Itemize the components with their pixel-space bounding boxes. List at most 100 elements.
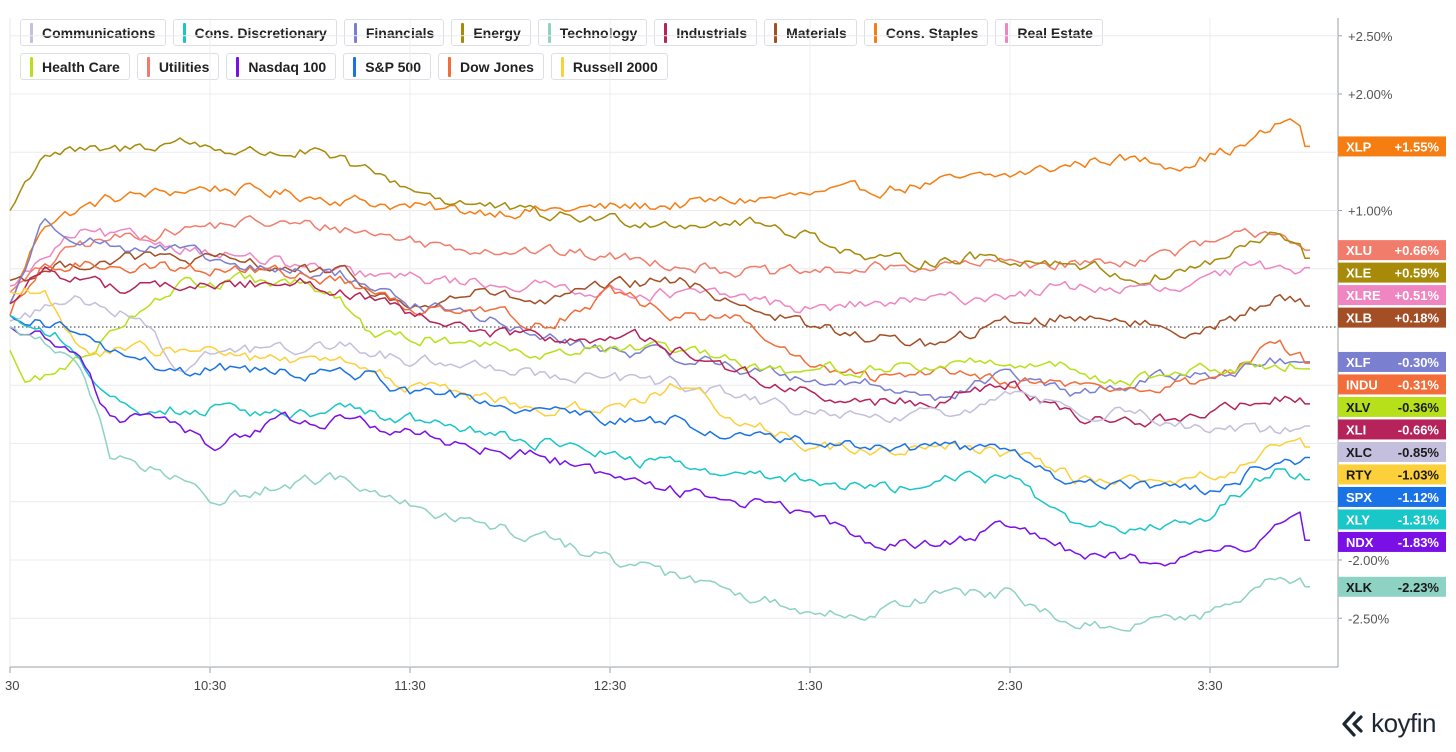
end-tag-bg [1338, 576, 1446, 597]
legend-label: Dow Jones [460, 58, 534, 75]
legend-swatch [560, 56, 564, 77]
x-tick-label: 11:30 [394, 678, 426, 693]
end-tag-value: -0.66% [1398, 422, 1440, 437]
legend-swatch [547, 22, 551, 43]
end-tag-value: +1.55% [1395, 139, 1440, 154]
legend-item[interactable]: Utilities [136, 53, 220, 80]
end-tag-xlc: XLC -0.85% [1338, 441, 1446, 462]
legend-item[interactable]: Health Care [20, 53, 130, 80]
end-tag-xlu: XLU +0.66% [1338, 240, 1446, 261]
end-tag-ticker: INDU [1346, 377, 1378, 392]
end-tag-ticker: XLY [1346, 512, 1370, 527]
koyfin-logo-icon [1342, 710, 1363, 737]
brand-name: koyfin [1371, 708, 1436, 738]
end-tag-ticker: XLP [1346, 139, 1372, 154]
legend-item[interactable]: Russell 2000 [550, 53, 668, 80]
end-tag-value: -0.31% [1398, 377, 1440, 392]
legend-label: Energy [473, 24, 521, 41]
legend-label: Cons. Discretionary [194, 24, 327, 41]
end-tag-ticker: XLV [1346, 400, 1371, 415]
legend-item[interactable]: S&P 500 [343, 53, 431, 80]
series-line-xly [9, 314, 1310, 535]
legend-label: Russell 2000 [572, 58, 658, 75]
legend-item[interactable]: Nasdaq 100 [226, 53, 337, 80]
legend-item[interactable]: Communications [20, 19, 166, 46]
end-tag-xly: XLY -1.31% [1338, 509, 1446, 530]
series-line-xlu [9, 215, 1310, 293]
y-tick-label: +2.00% [1348, 87, 1393, 102]
end-tag-value: -0.36% [1398, 400, 1440, 415]
end-tag-ticker: XLF [1346, 355, 1371, 370]
end-tag-bg [1338, 307, 1446, 328]
end-tag-value: -2.23% [1398, 580, 1440, 595]
legend-item[interactable]: Dow Jones [438, 53, 544, 80]
end-tag-bg [1338, 285, 1446, 306]
x-tick-label: 10:30 [194, 678, 227, 693]
series-line-xlp [9, 118, 1310, 305]
legend-label: Nasdaq 100 [248, 58, 327, 75]
end-tag-ticker: NDX [1346, 535, 1374, 550]
legend-item[interactable]: Industrials [654, 19, 758, 46]
series-line-xlf [9, 218, 1310, 402]
legend-item[interactable]: Cons. Staples [863, 19, 989, 46]
x-tick-label: 12:30 [594, 678, 627, 693]
x-tick-label: 2:30 [997, 678, 1022, 693]
y-tick-label: -2.50% [1348, 611, 1390, 626]
legend-swatch [236, 56, 240, 77]
legend-item[interactable]: Cons. Discretionary [172, 19, 337, 46]
legend-item[interactable]: Energy [451, 19, 531, 46]
x-tick-label: 30 [5, 678, 19, 693]
legend-swatch [448, 56, 451, 77]
end-tag-xli: XLI -0.66% [1338, 419, 1446, 440]
end-tag-value: -1.12% [1398, 490, 1440, 505]
end-tag-bg [1338, 531, 1446, 552]
series-line-xle [9, 137, 1310, 286]
legend-swatch [30, 22, 33, 43]
end-tag-ticker: XLC [1346, 445, 1373, 460]
end-tag-xlre: XLRE +0.51% [1338, 285, 1446, 306]
end-tag-value: -1.03% [1398, 467, 1440, 482]
end-tag-xlf: XLF -0.30% [1338, 351, 1446, 372]
legend-swatch [30, 56, 33, 77]
legend-label: Utilities [158, 58, 210, 75]
end-tag-value: -0.30% [1398, 355, 1440, 370]
end-tag-xlv: XLV -0.36% [1338, 396, 1446, 417]
koyfin-logo: koyfin [1341, 708, 1436, 739]
legend-label: Financials [365, 24, 435, 41]
end-tag-rty: RTY -1.03% [1338, 464, 1446, 485]
end-tag-value: +0.66% [1395, 243, 1440, 258]
end-tag-ticker: XLRE [1346, 288, 1381, 303]
legend-swatch [182, 22, 186, 43]
series-line-indu [9, 260, 1310, 394]
y-tick-label: -2.00% [1348, 553, 1390, 568]
series-line-xli [9, 266, 1310, 428]
series-line-xlc [9, 295, 1310, 435]
end-tag-value: +0.18% [1395, 311, 1440, 326]
legend-item[interactable]: Technology [537, 19, 648, 46]
series-line-xlk [9, 326, 1310, 632]
end-tag-ticker: XLB [1346, 311, 1372, 326]
y-tick-label: +1.00% [1348, 204, 1393, 219]
end-tag-ticker: SPX [1346, 490, 1372, 505]
legend-item[interactable]: Financials [343, 19, 445, 46]
end-tag-bg [1338, 351, 1446, 372]
end-tag-spx: SPX -1.12% [1338, 486, 1446, 507]
legend-label: Technology [559, 24, 638, 41]
end-tag-bg [1338, 374, 1446, 395]
legend-swatch [774, 22, 778, 43]
legend-label: Health Care [42, 58, 120, 75]
legend-item[interactable]: Real Estate [995, 19, 1103, 46]
end-tag-xle: XLE +0.59% [1338, 262, 1446, 283]
end-tag-bg [1338, 240, 1446, 261]
series-line-xlb [9, 251, 1310, 347]
end-tag-bg [1338, 136, 1446, 157]
legend-swatch [873, 22, 877, 43]
legend-label: S&P 500 [365, 58, 421, 75]
end-tag-bg [1338, 509, 1446, 530]
series-line-xlre [9, 227, 1310, 314]
end-tag-ndx: NDX -1.83% [1338, 531, 1446, 552]
x-tick-label: 1:30 [797, 678, 822, 693]
series-line-rty [9, 287, 1310, 486]
end-tag-value: +0.51% [1395, 288, 1440, 303]
chart-legend: Communications Cons. Discretionary Financi… [20, 19, 1150, 80]
